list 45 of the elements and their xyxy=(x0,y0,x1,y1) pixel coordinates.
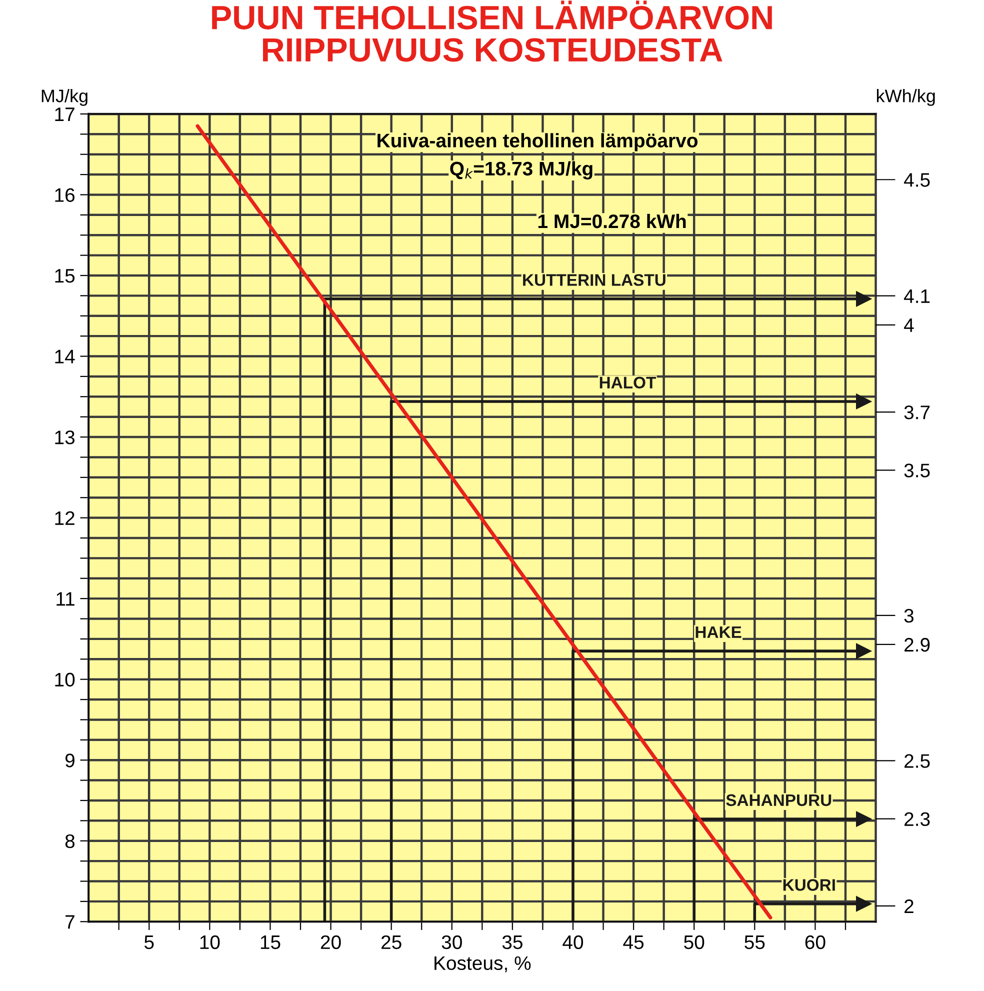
y-tick-label: 12 xyxy=(55,511,74,525)
y-tick-label: 13 xyxy=(55,430,75,444)
y-tick-label: 10 xyxy=(55,672,75,687)
y2-tick-label: 2.9 xyxy=(904,638,930,652)
y2-tick-label: 3.5 xyxy=(904,464,930,478)
x-axis-title: Kosteus, % xyxy=(434,956,531,972)
series-label: KUTTERIN LASTU xyxy=(523,274,666,286)
x-tick-label: 15 xyxy=(260,936,280,950)
annotation: Q$_{k}$=18.73 MJ/kg xyxy=(450,161,592,180)
x-tick-label: 45 xyxy=(623,936,644,950)
x-tick-label: 30 xyxy=(442,935,462,950)
series-label: HAKE xyxy=(696,626,742,638)
x-tick-label: 55 xyxy=(744,936,765,950)
y-tick-label: 16 xyxy=(55,188,75,202)
y-tick-label: 17 xyxy=(55,108,74,122)
y2-tick-label: 2.3 xyxy=(904,812,930,826)
series-label: SAHANPURU xyxy=(726,794,832,806)
y2-tick-label: 3.7 xyxy=(904,406,930,420)
series-label: HALOT xyxy=(600,376,656,389)
chart-title: PUUN TEHOLLISEN LÄMPÖARVON RIIPPUVUUS KOSTEUDESTA xyxy=(212,0,772,62)
x-tick-label: 20 xyxy=(320,935,341,950)
x-tick-label: 10 xyxy=(200,935,220,950)
y-tick-label: 8 xyxy=(65,834,75,848)
x-tick-label: 40 xyxy=(562,935,584,950)
series-label: KUORI xyxy=(783,879,835,891)
x-tick-label: 25 xyxy=(381,935,402,950)
y2-tick-label: 4 xyxy=(904,318,914,332)
y-tick-label: 15 xyxy=(55,269,75,283)
y-tick-label: 7 xyxy=(66,915,74,929)
y-tick-label: 9 xyxy=(65,754,74,768)
y-axis-title: MJ/kg xyxy=(42,89,88,106)
annotation: Kuiva-aineen tehollinen lämpöarvo xyxy=(378,133,698,152)
y2-tick-label: 2.5 xyxy=(904,754,930,768)
y-tick-label: 11 xyxy=(56,592,74,606)
x-tick-label: 35 xyxy=(502,935,522,950)
y2-tick-label: 2 xyxy=(904,899,914,913)
x-tick-label: 50 xyxy=(684,935,704,950)
y2-tick-label: 4.5 xyxy=(904,173,930,187)
annotation: 1 MJ=0.278 kWh xyxy=(538,214,686,228)
y2-tick-label: 4.1 xyxy=(904,290,930,303)
x-tick-label: 5 xyxy=(144,936,154,950)
y2-tick-label: 3 xyxy=(904,608,914,623)
x-tick-label: 60 xyxy=(805,935,826,950)
y-tick-label: 14 xyxy=(55,350,75,364)
y2-axis-title: kWh/kg xyxy=(876,89,935,106)
